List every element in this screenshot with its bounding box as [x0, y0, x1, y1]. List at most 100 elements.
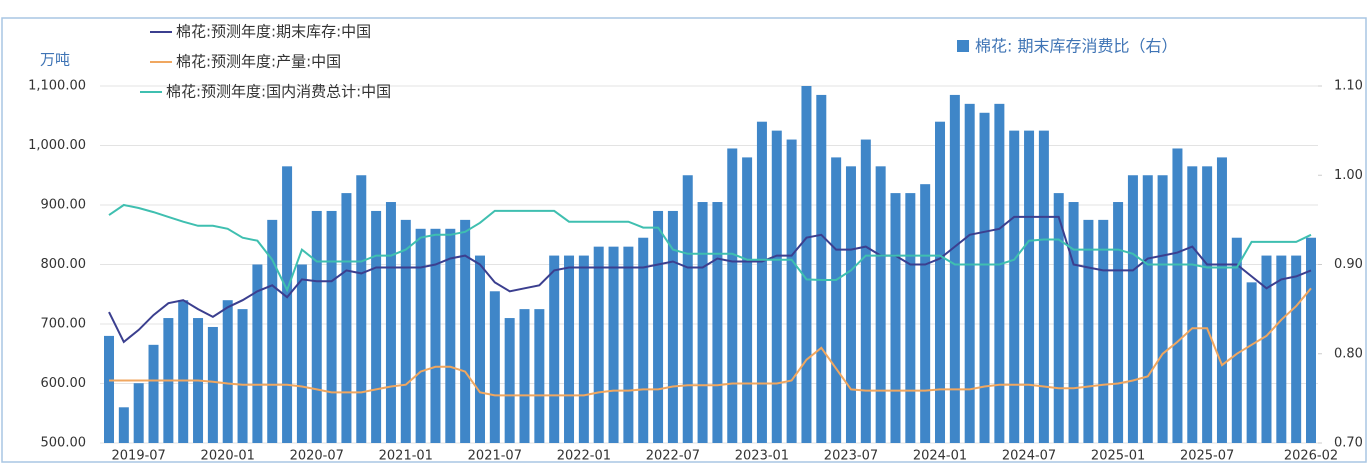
bar — [1009, 130, 1020, 443]
bar — [727, 148, 738, 443]
bar — [1127, 175, 1138, 443]
bar — [148, 344, 159, 443]
bar — [771, 130, 782, 443]
bar — [1157, 175, 1168, 443]
y2-tick-label: 0.90 — [1334, 257, 1363, 272]
bar — [1083, 219, 1094, 443]
bar — [356, 175, 367, 443]
bar — [1068, 202, 1079, 443]
legend-swatch — [957, 40, 969, 52]
y2-tick-label: 0.80 — [1334, 346, 1363, 361]
bar — [1306, 237, 1316, 443]
line — [108, 215, 1312, 344]
bar — [237, 309, 248, 443]
bar — [979, 112, 990, 444]
x-tick-label: 2024-01 — [913, 449, 967, 464]
bar — [994, 103, 1005, 443]
y2-tick-label: 1.00 — [1334, 168, 1363, 183]
y-tick-label: 1,000.00 — [28, 138, 86, 153]
y-tick-label: 500.00 — [41, 436, 87, 451]
bar — [267, 219, 278, 443]
x-tick-label: 2025-01 — [1091, 449, 1145, 464]
bar — [534, 309, 545, 443]
bar — [1261, 255, 1272, 443]
bar — [1038, 130, 1049, 443]
bar — [845, 166, 856, 443]
bar — [860, 139, 871, 444]
y-tick-label: 1,100.00 — [28, 79, 86, 94]
bar — [489, 291, 500, 443]
bar — [474, 255, 485, 443]
bar — [1172, 148, 1183, 443]
y2-tick-label: 0.70 — [1334, 436, 1363, 451]
bar — [415, 228, 426, 443]
x-tick-label: 2020-07 — [290, 449, 344, 464]
y-axis-label: 万吨 — [40, 51, 70, 69]
frame — [1, 17, 1367, 463]
bar — [460, 219, 471, 443]
y-tick-label: 900.00 — [41, 198, 87, 213]
bar — [667, 210, 678, 443]
bar — [504, 318, 515, 443]
bar — [1187, 166, 1198, 443]
bar — [653, 210, 664, 443]
bar — [1216, 157, 1227, 443]
bar — [282, 166, 293, 443]
bar — [801, 86, 812, 443]
bar — [1098, 219, 1109, 443]
bar — [697, 202, 708, 443]
bar — [296, 264, 307, 443]
bar — [178, 300, 189, 443]
bar — [1291, 255, 1302, 443]
bar — [682, 175, 693, 443]
bar — [1024, 130, 1035, 443]
line — [108, 203, 1312, 293]
x-tick-label: 2022-07 — [646, 449, 700, 464]
y-tick-label: 600.00 — [41, 376, 87, 391]
bar — [1053, 193, 1064, 443]
bar — [1276, 255, 1287, 443]
bar — [430, 228, 441, 443]
x-tick-label: 2025-07 — [1180, 449, 1234, 464]
bar — [549, 255, 560, 443]
bar — [920, 184, 931, 444]
bar — [623, 246, 634, 443]
bar — [964, 103, 975, 443]
bar — [608, 246, 619, 443]
bar — [742, 157, 753, 443]
bar — [341, 193, 352, 443]
bar — [578, 255, 589, 443]
bar — [371, 210, 382, 443]
x-tick-label: 2019-07 — [112, 449, 166, 464]
legend-label: 棉花:预测年度:产量:中国 — [176, 53, 341, 71]
x-tick-label: 2022-01 — [557, 449, 611, 464]
bar — [519, 309, 530, 443]
bar — [1142, 175, 1153, 443]
x-tick-label: 2023-07 — [824, 449, 878, 464]
x-tick-label: 2020-01 — [201, 449, 255, 464]
x-tick-label: 2026-02 — [1284, 449, 1338, 464]
bar — [949, 94, 960, 444]
bar — [1113, 202, 1124, 443]
bar — [326, 210, 337, 443]
x-tick-label: 2023-01 — [735, 449, 789, 464]
bar — [905, 193, 916, 443]
bar — [222, 300, 233, 443]
bar — [756, 121, 767, 443]
bar — [786, 139, 797, 444]
bar — [890, 193, 901, 443]
bar — [133, 383, 144, 443]
bar — [385, 202, 396, 443]
bar — [1231, 237, 1242, 443]
bar — [1246, 282, 1257, 443]
bar — [400, 219, 411, 443]
bar — [593, 246, 604, 443]
bar — [207, 326, 218, 443]
bar — [1202, 166, 1213, 443]
bar — [445, 228, 456, 443]
bar — [564, 255, 575, 443]
bar — [875, 166, 886, 443]
bar — [104, 335, 114, 443]
x-tick-label: 2024-07 — [1002, 449, 1056, 464]
